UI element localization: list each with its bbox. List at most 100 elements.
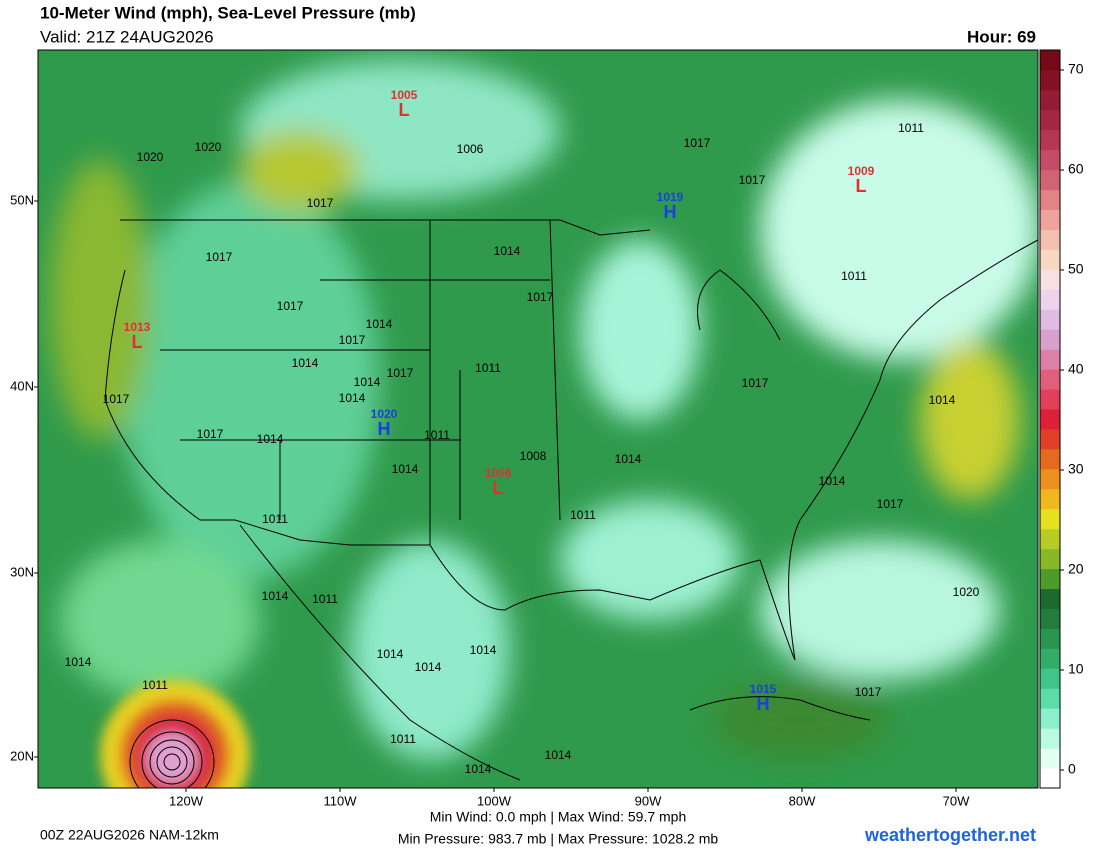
pressure-center-value: 1013 [124,320,151,334]
isobar-label: 1011 [841,269,867,283]
colorbar-label: 60 [1068,161,1084,177]
pressure-center-value: 1020 [371,407,398,421]
colorbar-swatch [1040,608,1060,629]
colorbar-swatch [1040,349,1060,370]
pressure-center-value: 1005 [391,88,418,102]
isobar-label: 1017 [103,392,130,406]
colorbar-swatch [1040,448,1060,470]
map [38,50,1038,788]
pressure-center-letter: H [664,202,677,222]
isobar-label: 1017 [277,299,304,313]
isobar-label: 1017 [877,497,904,511]
isobar-label: 1014 [929,393,956,407]
colorbar-label: 0 [1068,761,1076,777]
colorbar-swatch [1040,568,1060,590]
colorbar-label: 20 [1068,561,1084,577]
colorbar-swatch [1040,269,1060,290]
boundaries [104,219,1038,781]
isobar-label: 1011 [142,678,168,692]
valid-time: Valid: 21Z 24AUG2026 [40,27,214,46]
site-credit[interactable]: weathertogether.net [864,825,1036,845]
colorbar-label: 40 [1068,361,1084,377]
colorbar-swatch [1040,768,1060,789]
colorbar-swatch [1040,89,1060,111]
isobar-label: 1014 [292,356,319,370]
colorbar-swatch [1040,229,1060,250]
colorbar: 0 10 20 30 40 50 60 70 [1039,49,1084,789]
pressure-center-value: 1015 [750,682,777,696]
forecast-hour: Hour: 69 [967,27,1036,46]
colorbar-swatch [1040,69,1060,91]
colorbar-swatch [1040,309,1060,330]
longitude-label: 70W [943,793,970,808]
isobar-label: 1014 [415,660,442,674]
pressure-center-letter: L [856,176,867,196]
colorbar-swatch [1040,209,1060,231]
isobar-label: 1011 [424,428,450,442]
isobar-label: 1020 [137,150,164,164]
pressure-stats: Min Pressure: 983.7 mb | Max Pressure: 1… [398,831,719,847]
isobar-label: 1006 [457,142,484,156]
colorbar-swatch [1040,289,1060,310]
colorbar-swatch [1040,189,1060,211]
isobar-label: 1014 [615,452,642,466]
isobar-label: 1017 [339,333,366,347]
isobar-label: 1017 [387,366,414,380]
longitude-label: 100W [477,793,512,808]
colorbar-swatch [1040,109,1060,131]
isobar-label: 1020 [953,585,980,599]
map-frame [37,49,1039,789]
colorbar-swatch [1040,628,1060,649]
isobar-label: 1014 [339,391,366,405]
latitude-label: 20N [10,748,34,763]
colorbar-swatch [1040,329,1060,350]
isobar-label: 1014 [65,655,92,669]
colorbar-swatch [1040,708,1060,729]
isobar-label: 1011 [262,512,288,526]
isobar-label: 1014 [545,748,572,762]
colorbar-swatch [1040,548,1060,570]
isobar-label: 1014 [819,474,846,488]
longitude-label: 80W [789,793,816,808]
pressure-center-letter: L [132,332,143,352]
model-run: 00Z 22AUG2026 NAM-12km [40,827,219,843]
pressure-center-letter: H [757,694,770,714]
colorbar-swatch [1040,728,1060,749]
hurricane [100,680,250,788]
latitude-label: 50N [10,192,34,207]
colorbar-label: 50 [1068,261,1084,277]
isobar-label: 1014 [470,643,497,657]
colorbar-swatch [1040,528,1060,550]
colorbar-frame [1039,49,1061,789]
isobar-label: 1014 [377,647,404,661]
isobar-label: 1017 [742,376,769,390]
colorbar-swatch [1040,369,1060,390]
pressure-center-value: 1009 [848,164,875,178]
colorbar-swatch [1040,648,1060,669]
isobar-label: 1017 [307,196,334,210]
colorbar-swatch [1040,249,1060,270]
isobar-label: 1011 [390,732,416,746]
isobar-label: 1017 [684,136,711,150]
isobar-label: 1014 [354,375,381,389]
colorbar-swatch [1040,588,1060,609]
colorbar-swatch [1040,508,1060,530]
isobar-label: 1014 [392,462,419,476]
colorbar-swatch [1040,50,1060,71]
colorbar-swatch [1040,488,1060,510]
pressure-center-value: 1006 [485,466,512,480]
storm-isobars [129,719,215,788]
title: 10-Meter Wind (mph), Sea-Level Pressure … [40,3,416,22]
isobar-label: 1017 [739,173,766,187]
isobar-label: 1011 [898,121,924,135]
colorbar-swatch [1040,409,1060,430]
isobar-label: 1011 [570,508,596,522]
isobar-label: 1014 [262,589,289,603]
pressure-center-letter: L [493,478,504,498]
isobar-label: 1014 [494,244,521,258]
isobar-label: 1014 [257,432,284,446]
colorbar-swatch [1040,129,1060,151]
